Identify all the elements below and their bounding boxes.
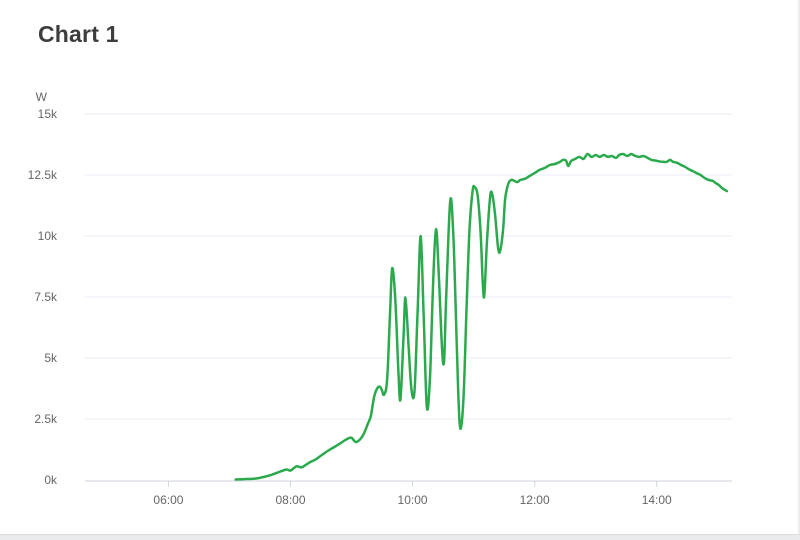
- y-axis-tick-label: 10k: [38, 229, 58, 243]
- x-axis-tick-label: 12:00: [520, 493, 550, 507]
- y-axis-tick-label: 15k: [38, 107, 58, 121]
- chart-title: Chart 1: [38, 21, 119, 47]
- x-axis-tick-label: 08:00: [275, 493, 305, 507]
- window-bottom-edge: [0, 534, 800, 540]
- x-axis-tick-label: 10:00: [398, 493, 428, 507]
- y-axis-unit-label: W: [36, 90, 48, 104]
- y-axis-tick-label: 2.5k: [34, 412, 58, 426]
- power-series-line: [234, 152, 729, 481]
- x-axis-tick-label: 06:00: [153, 493, 183, 507]
- window-right-edge: [798, 0, 800, 540]
- y-axis-tick-label: 7.5k: [34, 290, 58, 304]
- y-axis-tick-label: 5k: [44, 351, 58, 365]
- y-axis-tick-label: 0k: [44, 473, 58, 487]
- x-axis-tick-label: 14:00: [642, 493, 672, 507]
- y-axis-tick-label: 12.5k: [28, 168, 58, 182]
